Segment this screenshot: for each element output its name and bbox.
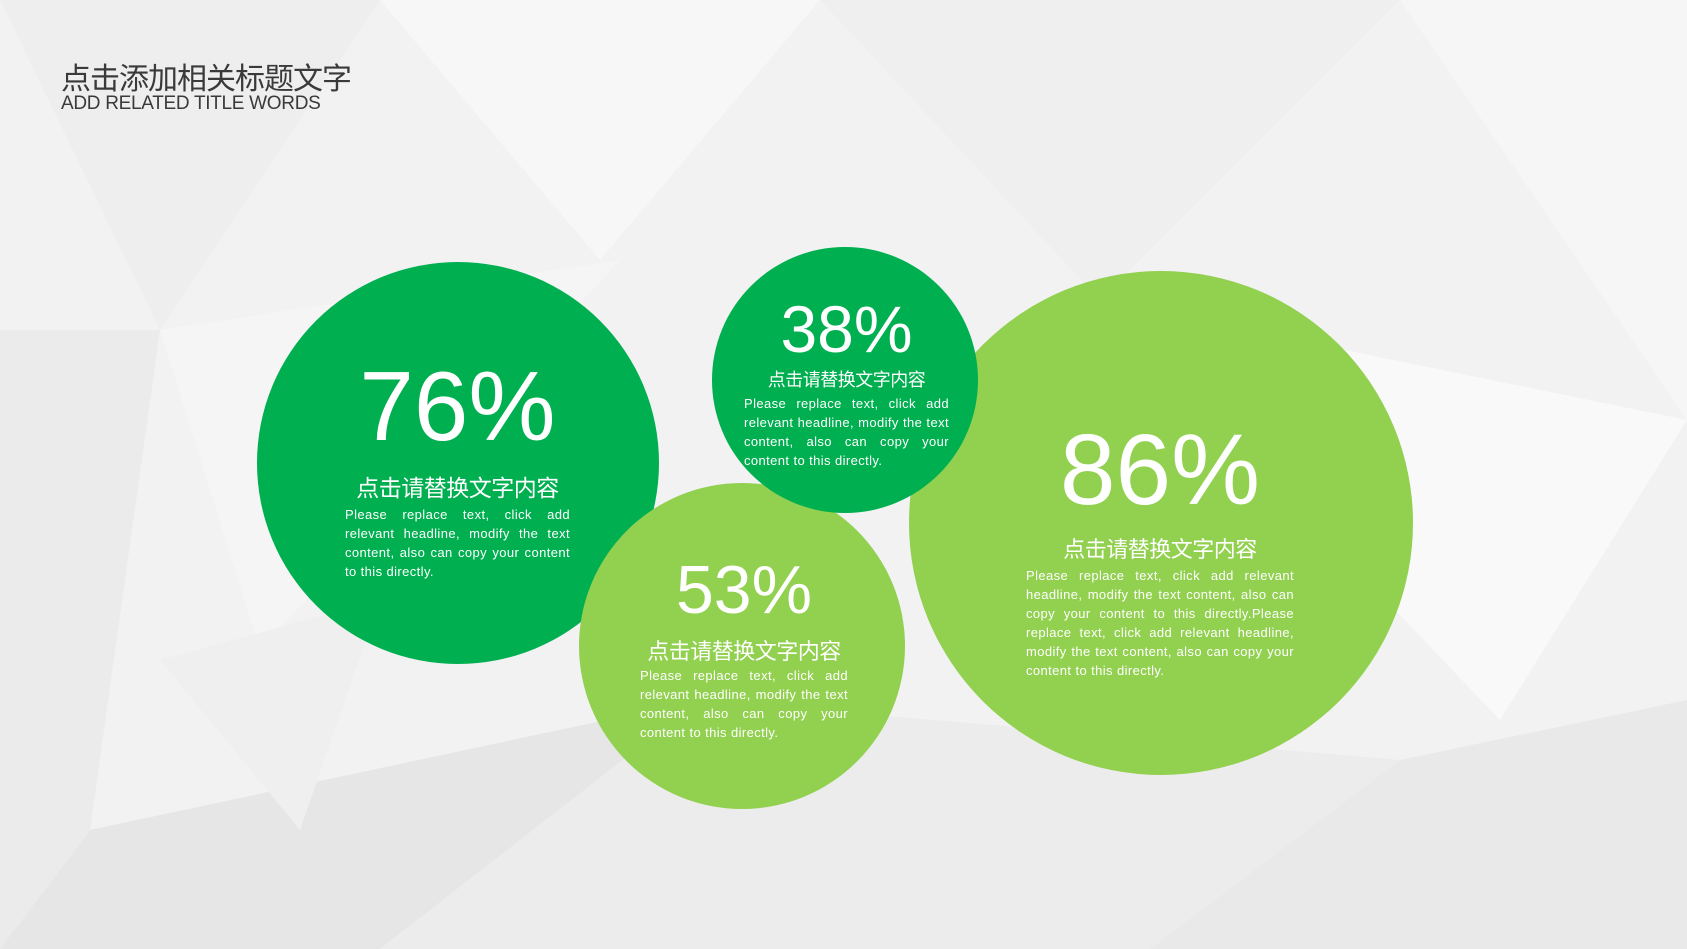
page-subtitle: ADD RELATED TITLE WORDS — [61, 93, 321, 114]
stat-description: Please replace text, click add relevant … — [345, 507, 570, 579]
stat-description: Please replace text, click add relevant … — [1026, 568, 1294, 678]
page-title: 点击添加相关标题文字 — [61, 62, 352, 97]
stat-percent: 38% — [780, 292, 913, 366]
stat-heading: 点击请替换文字内容 — [1063, 538, 1257, 563]
stat-block-38: 38% 点击请替换文字内容 Please replace text, click… — [744, 296, 949, 470]
stat-percent: 53% — [675, 552, 813, 628]
stat-heading: 点击请替换文字内容 — [767, 370, 926, 391]
stat-circle-53 — [579, 483, 905, 809]
stat-heading: 点击请替换文字内容 — [647, 640, 841, 665]
stat-block-53: 53% 点击请替换文字内容 Please replace text, click… — [640, 556, 848, 742]
stat-heading: 点击请替换文字内容 — [356, 476, 559, 502]
stat-circle-86 — [909, 271, 1413, 775]
stat-description: Please replace text, click add relevant … — [744, 396, 949, 468]
stat-description: Please replace text, click add relevant … — [640, 668, 848, 740]
stat-block-86: 86% 点击请替换文字内容 Please replace text, click… — [1026, 420, 1294, 680]
stat-block-76: 76% 点击请替换文字内容 Please replace text, click… — [345, 357, 570, 581]
stat-circle-38 — [712, 247, 978, 513]
stat-percent: 76% — [359, 351, 556, 461]
stat-percent: 86% — [1059, 414, 1261, 526]
